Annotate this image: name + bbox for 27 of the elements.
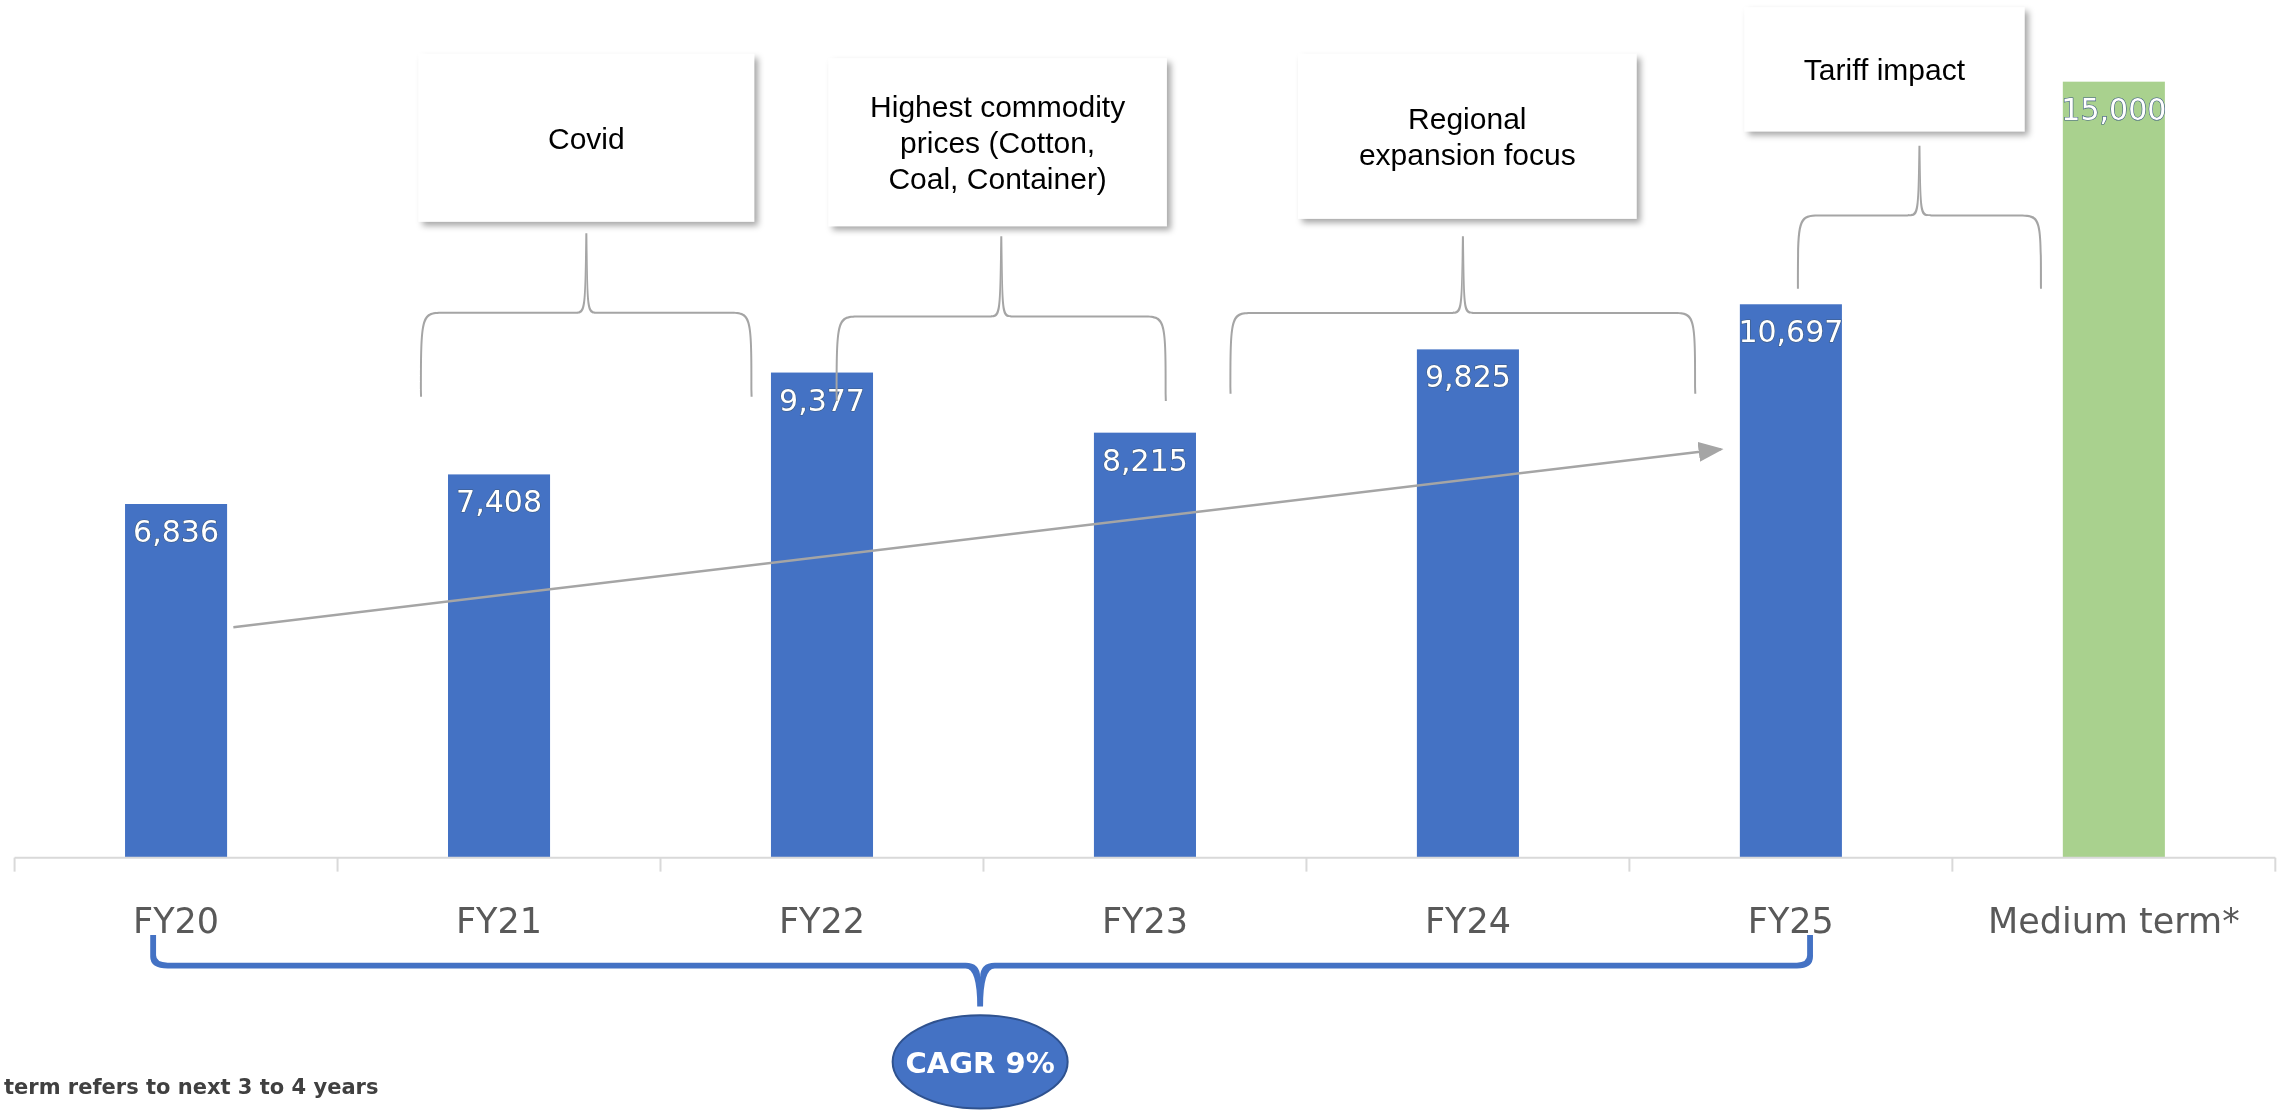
x-tick-label: FY24 <box>1424 901 1511 942</box>
bar <box>125 504 228 858</box>
text: CAGR 9% <box>905 1045 1055 1080</box>
bar <box>2062 81 2165 858</box>
data-label: 9,377 <box>779 382 865 418</box>
bar <box>1416 349 1519 858</box>
bar <box>770 372 874 858</box>
x-tick-label: FY25 <box>1747 901 1834 942</box>
x-tick-label: FY22 <box>778 901 866 942</box>
annotation: Covid <box>547 121 625 155</box>
annotation: Highest commodity prices (Cotton, Coal, Container) <box>870 90 1126 196</box>
data-label: 8,215 <box>1102 442 1188 478</box>
data-label: 6,836 <box>133 514 220 549</box>
data-label: 9,825 <box>1424 359 1511 395</box>
text: term refers to next 3 to 4 years <box>4 1075 379 1099</box>
bar <box>448 474 551 858</box>
bar <box>1093 432 1196 858</box>
data-label: 10,697 <box>1738 314 1844 350</box>
x-tick-label: Medium term* <box>1988 901 2240 942</box>
data-label: 7,408 <box>456 484 542 520</box>
x-tick-label: FY20 <box>133 901 220 942</box>
x-tick-label: FY23 <box>1101 901 1188 942</box>
annotation: Regional expansion focus <box>1358 102 1576 172</box>
data-label: 15,000 <box>2061 91 2167 127</box>
x-tick-label: FY21 <box>456 901 543 942</box>
bar <box>1739 304 1842 858</box>
annotation: Tariff impact <box>1803 53 1966 87</box>
